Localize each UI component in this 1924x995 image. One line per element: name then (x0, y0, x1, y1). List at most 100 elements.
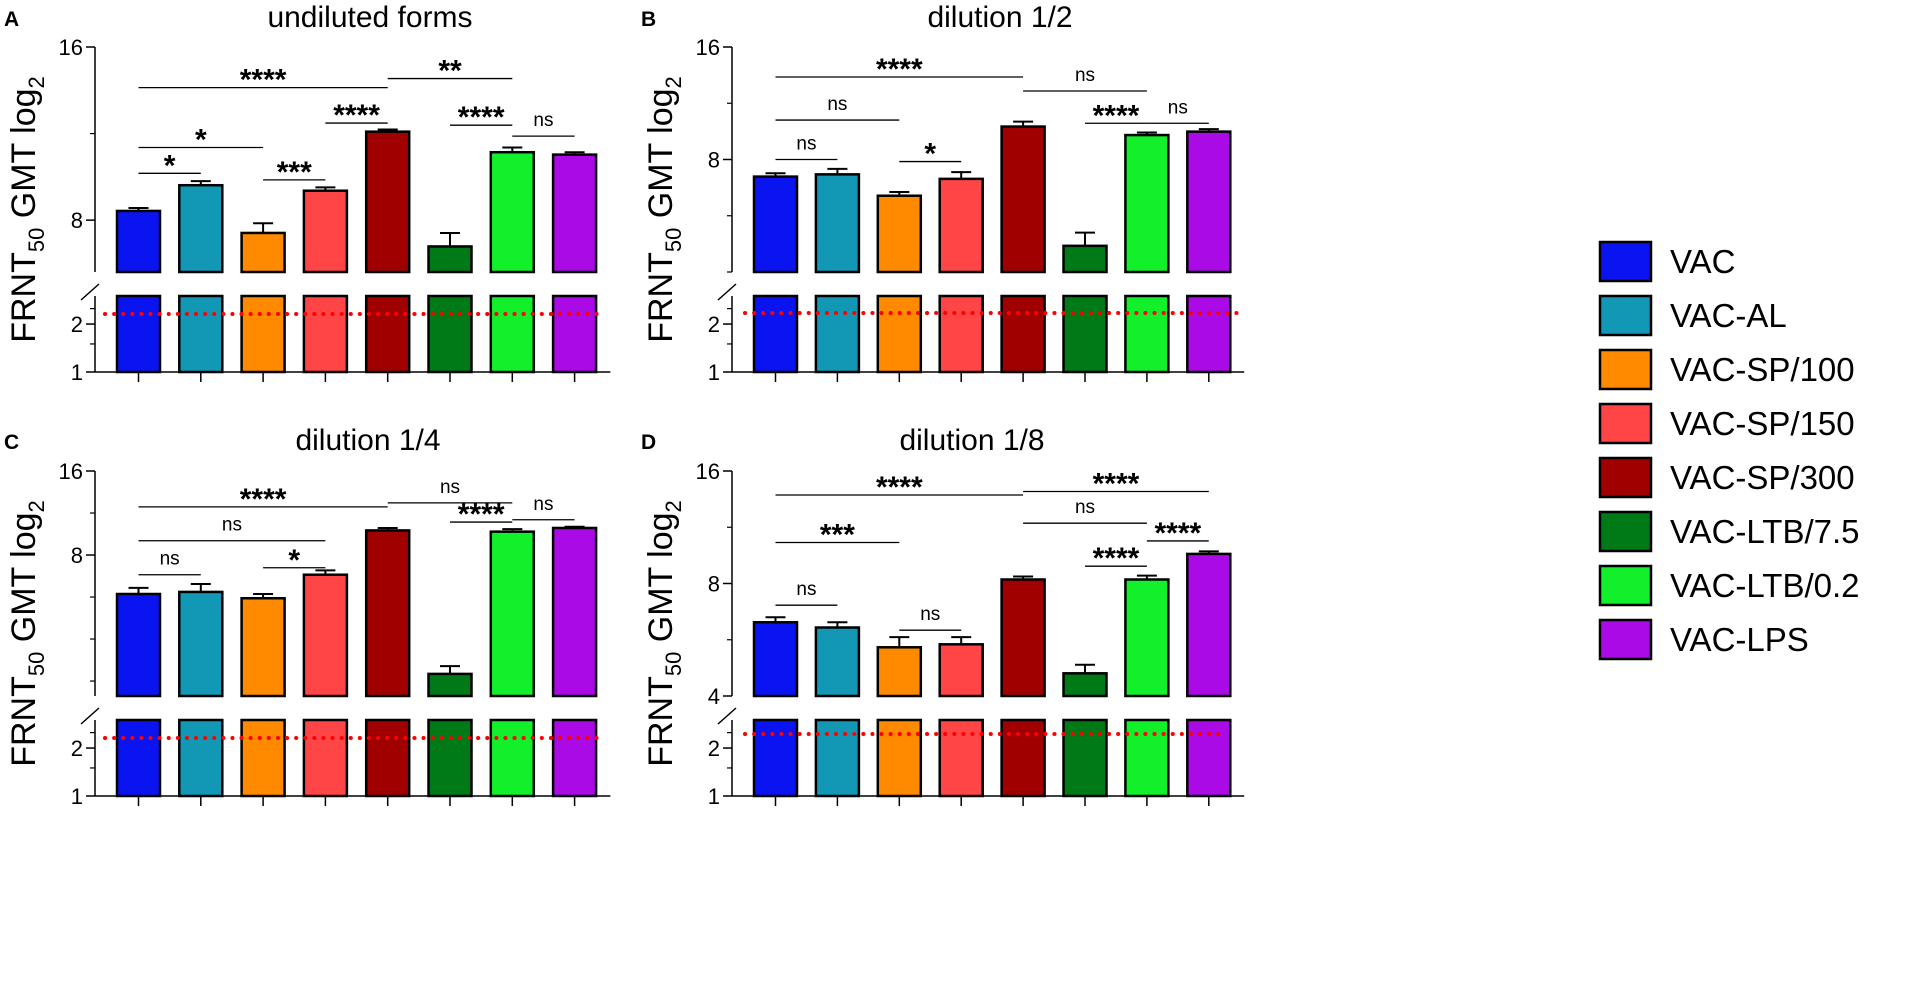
comparison-label-2: * (288, 544, 300, 577)
bar-lower-7 (1186, 294, 1232, 374)
y-tick-label: 16 (696, 459, 720, 484)
panel-letter: B (641, 8, 656, 31)
bar-lower-5 (427, 294, 473, 374)
y-axis-label-rest: GMT log (642, 88, 680, 227)
legend-label-5: VAC-LTB/7.5 (1670, 513, 1860, 550)
bar-lower-3 (302, 294, 349, 374)
comparison-label-4: ns (440, 477, 460, 498)
y-tick-label: 8 (71, 543, 83, 568)
y-tick-label: 16 (696, 35, 720, 60)
y-axis-label-sup: 2 (661, 76, 686, 88)
bar-upper-1 (814, 626, 861, 698)
bar-upper-4 (1000, 125, 1046, 274)
panel-title: dilution 1/4 (295, 424, 440, 457)
comparison-label-5: **** (1093, 99, 1140, 132)
y-tick-label: 8 (708, 572, 720, 597)
bar-lower-6 (1124, 294, 1170, 374)
bar-lower-2 (876, 294, 923, 374)
axis-break-mark (80, 283, 100, 301)
comparison-label-1: *** (820, 518, 855, 551)
bar-lower-4 (1000, 718, 1046, 798)
y-tick-label-lower: 2 (708, 312, 720, 337)
legend-swatch-5 (1598, 510, 1653, 553)
bar-upper-7 (1186, 552, 1232, 698)
legend-label-3: VAC-SP/150 (1670, 405, 1855, 442)
y-axis-label-main: FRNT (5, 252, 43, 343)
bar-lower-4 (364, 294, 411, 374)
bar-upper-1 (814, 173, 861, 274)
y-axis-label-rest: GMT log (5, 512, 43, 651)
comparison-label-0: ns (796, 134, 816, 155)
y-axis-label-main: FRNT (642, 252, 680, 343)
bar-lower-0 (752, 718, 799, 798)
bar-upper-4 (1000, 578, 1046, 698)
y-tick-label: 16 (59, 35, 83, 60)
bar-lower-0 (752, 294, 799, 374)
axis-break-mark (717, 283, 737, 301)
comparison-label-7: **** (1154, 517, 1201, 550)
bar-upper-7 (1186, 130, 1232, 274)
bar-lower-5 (427, 718, 473, 798)
y-tick-label: 4 (708, 684, 720, 709)
bar-upper-5 (1062, 672, 1108, 698)
bar-lower-6 (1124, 718, 1170, 798)
y-tick-label-lower: 1 (71, 360, 83, 385)
bar-lower-6 (489, 294, 536, 374)
y-tick-label: 16 (59, 459, 83, 484)
comparison-label-6: ns (533, 494, 553, 515)
bar-lower-2 (240, 718, 286, 798)
y-axis-label-main: FRNT (642, 676, 680, 767)
y-axis-label-sub: 50 (24, 228, 49, 252)
comparison-label-2: * (924, 138, 936, 171)
bar-upper-5 (1062, 244, 1108, 274)
y-tick-label-lower: 1 (708, 784, 720, 809)
bar-upper-4 (364, 130, 411, 274)
bar-upper-6 (489, 150, 536, 274)
legend-label-7: VAC-LPS (1670, 621, 1809, 658)
bar-upper-5 (427, 245, 473, 274)
bar-lower-2 (240, 294, 286, 374)
panel-letter: C (4, 431, 19, 454)
comparison-label-3: **** (333, 99, 380, 132)
legend-swatch-3 (1598, 402, 1653, 445)
legend-label-1: VAC-AL (1670, 297, 1787, 334)
bar-upper-3 (302, 189, 349, 274)
comparison-label-4: **** (240, 64, 287, 97)
y-axis-label-rest: GMT log (5, 88, 43, 227)
legend: VAC VAC-AL VAC-SP/100 VAC-SP/150 VAC-SP/300 V… (1598, 240, 1860, 661)
panel-letter: D (641, 431, 656, 454)
comparison-label-1: ns (827, 94, 847, 115)
bar-upper-0 (752, 621, 799, 698)
bar-lower-0 (115, 294, 162, 374)
comparison-label-2: *** (277, 156, 312, 189)
legend-swatch-4 (1598, 456, 1653, 499)
legend-swatch-2 (1598, 348, 1653, 391)
bar-upper-7 (551, 153, 598, 274)
comparison-label-3: **** (876, 53, 923, 86)
comparison-label-4: ns (1075, 497, 1095, 518)
y-tick-label-lower: 1 (71, 784, 83, 809)
comparison-label-5: **** (458, 498, 505, 531)
bar-lower-3 (938, 718, 984, 798)
panel-title: undiluted forms (267, 1, 472, 34)
comparison-label-7: ns (533, 110, 553, 131)
bar-upper-5 (427, 672, 473, 698)
bar-lower-6 (489, 718, 536, 798)
bar-upper-7 (551, 526, 598, 698)
comparison-label-6: ns (1168, 97, 1188, 118)
bar-upper-6 (489, 530, 536, 698)
y-axis-label: FRNT50 GMT log2 (642, 76, 686, 343)
y-axis-label-sub: 50 (24, 652, 49, 676)
y-axis-label-sub: 50 (661, 652, 686, 676)
comparison-label-5: **** (1093, 468, 1140, 501)
comparison-label-4: ns (1075, 65, 1095, 86)
panel-letter: A (4, 8, 19, 31)
legend-label-2: VAC-SP/100 (1670, 351, 1855, 388)
y-axis-label: FRNT50 GMT log2 (5, 76, 49, 343)
bar-lower-5 (1062, 294, 1108, 374)
bar-upper-2 (240, 596, 286, 698)
comparison-label-0: ns (796, 579, 816, 600)
bar-upper-3 (938, 177, 984, 274)
